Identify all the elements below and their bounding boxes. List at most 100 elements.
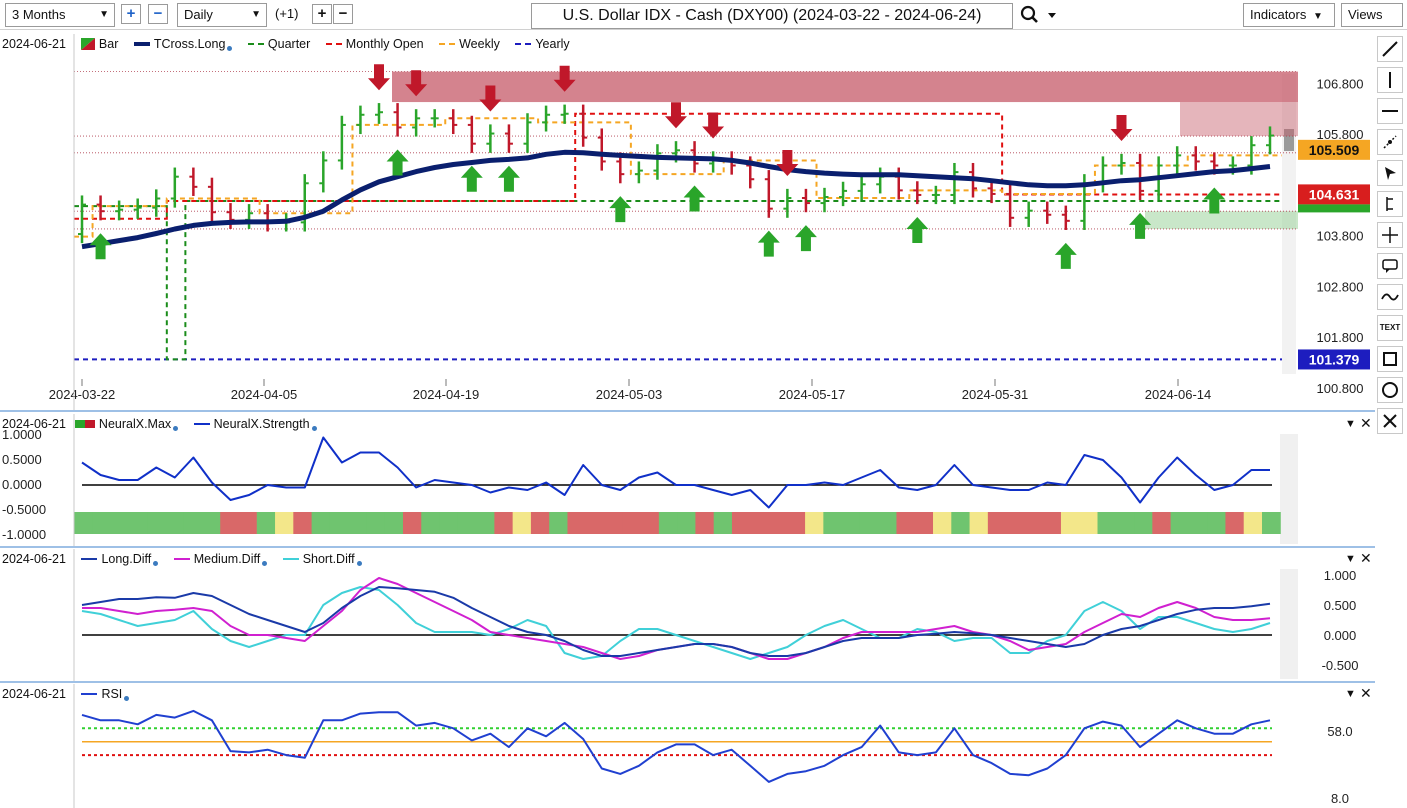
neural-max-bar: [1262, 512, 1281, 534]
zoom-in-button[interactable]: +: [121, 4, 141, 24]
plus-icon: +: [317, 5, 327, 22]
neural-chart[interactable]: 1.0000 0.5000 0.0000 -0.5000 -1.0000: [0, 414, 1375, 546]
settings-dot-icon[interactable]: [153, 561, 159, 567]
neural-max-bar: [841, 512, 861, 534]
neural-max-bar: [1188, 512, 1208, 534]
resistance-zone-extension: [1180, 102, 1298, 137]
rectangle-tool-icon[interactable]: [1377, 346, 1403, 372]
axis-area: [1298, 34, 1375, 410]
ray-tool-icon[interactable]: [1377, 129, 1403, 155]
neural-max-bar: [256, 512, 276, 534]
fibonacci-tool-icon[interactable]: [1377, 191, 1403, 217]
symbol-title[interactable]: U.S. Dollar IDX - Cash (DXY00) (2024-03-…: [531, 3, 1013, 29]
neural-max-bar: [366, 512, 386, 534]
line-swatch: [133, 42, 150, 47]
legend-bar: Bar: [81, 36, 118, 51]
rsi-panel[interactable]: 58.0 8.0 2024-06-21 RSI ▼ ✕: [0, 684, 1375, 808]
neural-panel[interactable]: 1.0000 0.5000 0.0000 -0.5000 -1.0000 2024-06…: [0, 414, 1375, 546]
plot-area: [74, 684, 1298, 808]
rsi-chart[interactable]: 58.0 8.0: [0, 684, 1375, 808]
legend-label: Yearly: [535, 37, 570, 52]
neural-max-bar: [768, 512, 788, 534]
legend-label: Monthly Open: [345, 37, 424, 52]
legend-neural-strength: NeuralX.Strength: [193, 416, 317, 432]
settings-dot-icon[interactable]: [227, 46, 233, 52]
legend-long-diff: Long.Diff: [81, 551, 159, 567]
settings-dot-icon[interactable]: [356, 561, 362, 567]
close-icon[interactable]: ✕: [1360, 550, 1372, 566]
interval-value: Daily: [184, 7, 213, 22]
zoom-out-button[interactable]: −: [148, 4, 168, 24]
indicators-label: Indicators: [1250, 7, 1307, 22]
settings-dot-icon[interactable]: [262, 561, 268, 567]
diff-legend: 2024-06-21 Long.Diff Medium.Diff Short.D…: [2, 551, 362, 567]
offset-plus-button[interactable]: +: [312, 4, 332, 24]
horizontal-line-tool-icon[interactable]: [1377, 98, 1403, 124]
plus-icon: +: [126, 5, 136, 22]
cursor-tool-icon[interactable]: [1377, 160, 1403, 186]
diff-panel[interactable]: 1.000 0.500 0.000 -0.500 2024-06-21 Long.Di…: [0, 549, 1375, 681]
date-axis-label: 2024-04-19: [413, 387, 480, 402]
settings-dot-icon[interactable]: [311, 426, 317, 432]
curve-tool-icon[interactable]: [1377, 284, 1403, 310]
long-diff-line: [81, 586, 1271, 657]
panel-separator[interactable]: [0, 681, 1375, 683]
crosshair-tool-icon[interactable]: [1377, 222, 1403, 248]
neural-max-bar: [805, 512, 824, 534]
neural-max-bar: [585, 512, 605, 534]
vertical-line-tool-icon[interactable]: [1377, 67, 1403, 93]
neural-max-bar: [549, 512, 568, 534]
price-panel[interactable]: 106.800 105.800 103.800 102.800 101.800 100.8…: [0, 34, 1375, 410]
rsi-legend: 2024-06-21 RSI: [2, 686, 130, 702]
views-button[interactable]: Views ▼: [1341, 3, 1403, 44]
neural-max-bar: [622, 512, 642, 534]
interval-select[interactable]: Daily ▼: [177, 3, 267, 27]
neural-max-bar: [1115, 512, 1135, 534]
neural-axis-label: -0.5000: [2, 502, 46, 517]
text-tool-icon[interactable]: TEXT: [1377, 315, 1403, 341]
line-swatch: [193, 423, 210, 426]
date-axis-label: 2024-05-03: [596, 387, 663, 402]
close-icon[interactable]: ✕: [1360, 415, 1372, 431]
weekly-line: [74, 117, 1282, 238]
line-swatch: [173, 558, 190, 561]
date-axis-label: 2024-06-14: [1145, 387, 1212, 402]
neural-max-bar: [1170, 512, 1190, 534]
buy-arrow-icon: [460, 165, 483, 192]
sell-arrow-icon: [405, 70, 428, 97]
neural-max-bar: [677, 512, 696, 534]
buy-arrow-icon: [1203, 187, 1226, 214]
price-legend: 2024-06-21 Bar TCross.Long Quarter Month…: [2, 36, 570, 52]
buy-arrow-icon: [906, 216, 929, 243]
panel-separator[interactable]: [0, 546, 1375, 548]
collapse-icon[interactable]: ▼: [1345, 553, 1356, 565]
diff-chart[interactable]: 1.000 0.500 0.000 -0.500: [0, 549, 1375, 681]
neural-max-bar: [439, 512, 459, 534]
settings-dot-icon[interactable]: [173, 426, 179, 432]
close-icon[interactable]: ✕: [1360, 685, 1372, 701]
collapse-icon[interactable]: ▼: [1345, 418, 1356, 430]
sell-arrow-icon: [479, 85, 502, 112]
trendline-tool-icon[interactable]: [1377, 36, 1403, 62]
neural-max-bar: [987, 512, 1007, 534]
views-label: Views: [1348, 7, 1383, 22]
neural-max-bar: [476, 512, 495, 534]
diff-axis-label: 0.500: [1324, 598, 1357, 613]
indicators-button[interactable]: Indicators ▼: [1243, 3, 1335, 27]
search-button[interactable]: [1018, 4, 1060, 26]
range-select[interactable]: 3 Months ▼: [5, 3, 115, 27]
legend-weekly: Weekly: [439, 36, 500, 51]
date-axis-label: 2024-05-31: [962, 387, 1029, 402]
ellipse-tool-icon[interactable]: [1377, 377, 1403, 403]
panel-separator[interactable]: [0, 410, 1375, 412]
neural-strength-line: [81, 436, 1270, 509]
settings-dot-icon[interactable]: [124, 696, 130, 702]
callout-tool-icon[interactable]: [1377, 253, 1403, 279]
price-chart[interactable]: 106.800 105.800 103.800 102.800 101.800 100.8…: [0, 34, 1375, 410]
collapse-icon[interactable]: ▼: [1345, 688, 1356, 700]
offset-minus-button[interactable]: −: [333, 4, 353, 24]
price-axis-label: 105.800: [1317, 127, 1364, 142]
neural-max-bar: [384, 512, 404, 534]
delete-drawings-icon[interactable]: [1377, 408, 1403, 434]
neural-max-bar: [494, 512, 514, 534]
